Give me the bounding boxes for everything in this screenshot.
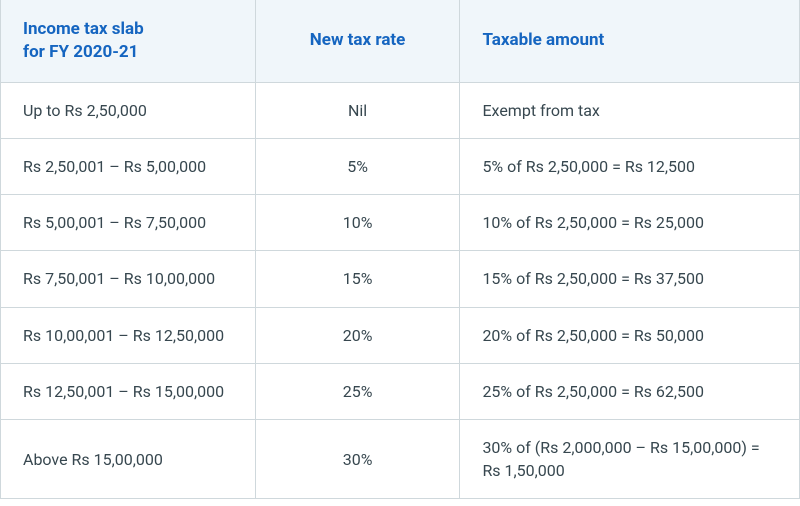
cell-rate: 10%	[255, 195, 460, 251]
cell-rate: 30%	[255, 420, 460, 499]
cell-slab: Rs 2,50,001 – Rs 5,00,000	[1, 139, 256, 195]
cell-amount: 30% of (Rs 2,000,000 – Rs 15,00,000) = R…	[460, 420, 800, 499]
cell-rate: 15%	[255, 251, 460, 307]
col-header-slab-line2: for FY 2020-21	[23, 42, 138, 62]
cell-rate: 20%	[255, 307, 460, 363]
cell-slab: Rs 10,00,001 – Rs 12,50,000	[1, 307, 256, 363]
cell-amount: 25% of Rs 2,50,000 = Rs 62,500	[460, 363, 800, 419]
cell-rate: Nil	[255, 82, 460, 138]
cell-slab: Up to Rs 2,50,000	[1, 82, 256, 138]
cell-slab: Rs 5,00,001 – Rs 7,50,000	[1, 195, 256, 251]
table-body: Up to Rs 2,50,000 Nil Exempt from tax Rs…	[1, 82, 800, 499]
income-tax-table: Income tax slab for FY 2020-21 New tax r…	[0, 0, 800, 499]
cell-amount: Exempt from tax	[460, 82, 800, 138]
col-header-rate: New tax rate	[255, 0, 460, 82]
table-row: Rs 2,50,001 – Rs 5,00,000 5% 5% of Rs 2,…	[1, 139, 800, 195]
table-row: Rs 12,50,001 – Rs 15,00,000 25% 25% of R…	[1, 363, 800, 419]
col-header-slab: Income tax slab for FY 2020-21	[1, 0, 256, 82]
table-header-row: Income tax slab for FY 2020-21 New tax r…	[1, 0, 800, 82]
cell-rate: 25%	[255, 363, 460, 419]
cell-amount: 15% of Rs 2,50,000 = Rs 37,500	[460, 251, 800, 307]
table-row: Rs 5,00,001 – Rs 7,50,000 10% 10% of Rs …	[1, 195, 800, 251]
cell-amount: 20% of Rs 2,50,000 = Rs 50,000	[460, 307, 800, 363]
table-row: Rs 10,00,001 – Rs 12,50,000 20% 20% of R…	[1, 307, 800, 363]
cell-slab: Rs 12,50,001 – Rs 15,00,000	[1, 363, 256, 419]
table-row: Up to Rs 2,50,000 Nil Exempt from tax	[1, 82, 800, 138]
col-header-slab-line1: Income tax slab	[23, 19, 144, 39]
cell-amount: 10% of Rs 2,50,000 = Rs 25,000	[460, 195, 800, 251]
cell-slab: Above Rs 15,00,000	[1, 420, 256, 499]
cell-rate: 5%	[255, 139, 460, 195]
cell-amount: 5% of Rs 2,50,000 = Rs 12,500	[460, 139, 800, 195]
col-header-amount: Taxable amount	[460, 0, 800, 82]
table-row: Above Rs 15,00,000 30% 30% of (Rs 2,000,…	[1, 420, 800, 499]
cell-slab: Rs 7,50,001 – Rs 10,00,000	[1, 251, 256, 307]
table-row: Rs 7,50,001 – Rs 10,00,000 15% 15% of Rs…	[1, 251, 800, 307]
